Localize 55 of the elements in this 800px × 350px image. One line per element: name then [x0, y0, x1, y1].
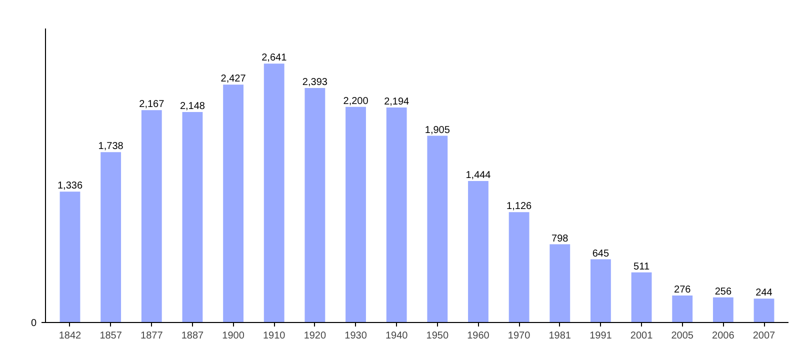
- data-label: 2,641: [262, 52, 288, 64]
- data-label: 1,336: [57, 180, 83, 192]
- data-label: 2,427: [220, 74, 246, 85]
- x-tick-label: 1887: [181, 330, 204, 342]
- x-tick-label: 1900: [222, 330, 245, 342]
- data-label: 1,905: [424, 124, 450, 136]
- bar: [672, 295, 693, 322]
- bar: [141, 110, 162, 322]
- bar: [550, 244, 570, 322]
- data-label: 2,200: [343, 96, 369, 107]
- data-label: 798: [552, 233, 569, 244]
- bar: [264, 64, 284, 322]
- bar: [182, 112, 203, 322]
- data-label: 256: [714, 286, 732, 298]
- x-tick-label: 2001: [630, 330, 654, 342]
- x-tick-label: 1842: [58, 330, 82, 342]
- data-label: 2,194: [384, 96, 410, 108]
- x-tick-label: 2006: [712, 330, 735, 342]
- data-label: 2,393: [302, 76, 328, 88]
- x-tick-label: 1981: [548, 330, 572, 342]
- x-tick-label: 1991: [590, 330, 612, 342]
- bar: [427, 136, 448, 322]
- x-tick-label: 2007: [752, 330, 776, 342]
- x-tick-label: 1910: [262, 330, 286, 342]
- data-label: 511: [634, 261, 650, 272]
- bar: [712, 297, 734, 322]
- bar: [60, 192, 80, 322]
- bar: [631, 272, 652, 322]
- data-label: 244: [756, 288, 773, 299]
- data-label: 645: [592, 248, 610, 260]
- x-tick-label: 1950: [426, 330, 449, 342]
- data-label: 2,148: [180, 100, 206, 112]
- data-label: 1,126: [506, 201, 532, 212]
- x-tick-label: 2005: [671, 330, 694, 342]
- text: 0: [30, 318, 37, 329]
- bar: [386, 107, 407, 322]
- bar: [754, 298, 774, 322]
- bar: [100, 152, 122, 322]
- data-label: 276: [674, 284, 692, 296]
- bar: [223, 84, 244, 322]
- bar: [508, 212, 530, 322]
- x-tick-label: 1857: [100, 330, 122, 342]
- x-tick-label: 1920: [304, 330, 326, 342]
- bar: [468, 180, 488, 322]
- bar: [346, 106, 366, 322]
- x-tick-label: 1940: [385, 330, 408, 342]
- x-tick-label: 1960: [467, 330, 490, 342]
- x-tick-label: 1877: [140, 330, 164, 342]
- data-label: 1,444: [466, 170, 492, 181]
- data-label: 1,738: [98, 141, 124, 152]
- data-label: 2,167: [139, 99, 165, 110]
- x-tick-label: 1970: [508, 330, 531, 342]
- x-tick-label: 1930: [344, 330, 368, 342]
- bar: [304, 88, 326, 322]
- bar: [590, 259, 611, 322]
